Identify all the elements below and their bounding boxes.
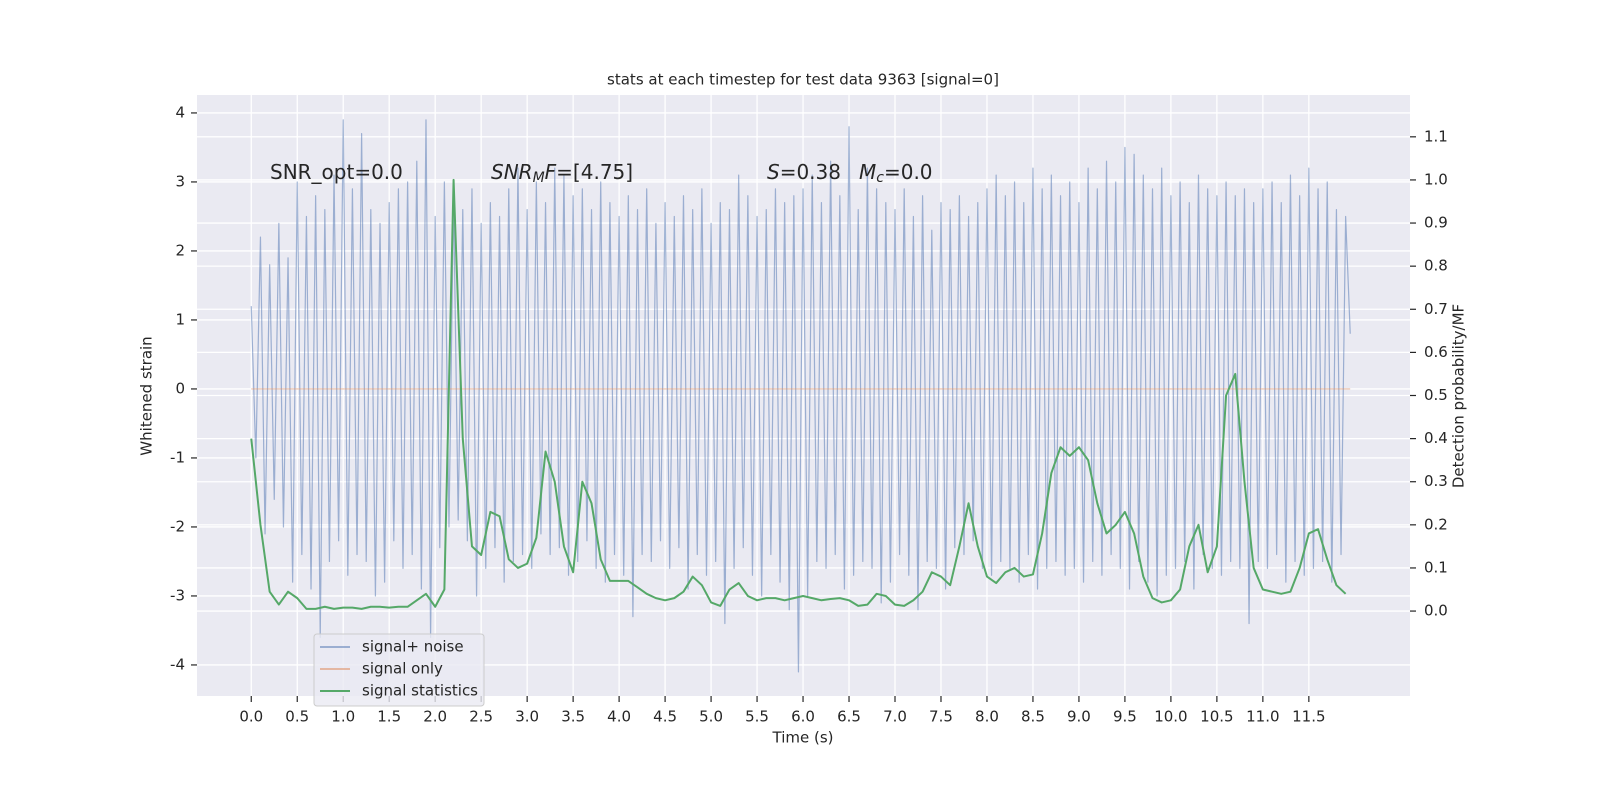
x-tick-label: 1.0: [331, 708, 355, 726]
y-tick-label: -3: [170, 586, 185, 604]
y2-tick-label: 0.4: [1424, 429, 1448, 447]
series-line: [250, 178, 1347, 610]
annotation-part: =[4.75]: [556, 160, 633, 184]
x-tick-label: 5.0: [699, 708, 723, 726]
x-tick-label: 0.0: [239, 708, 263, 726]
annotation-part: M: [859, 160, 876, 184]
x-tick-label: 1.5: [377, 708, 401, 726]
annotation: SNR_opt=0.0: [270, 160, 403, 184]
annotation-part: F: [545, 160, 557, 184]
y-tick-label: 1: [175, 310, 185, 328]
x-tick-label: 8.0: [975, 708, 999, 726]
x-tick-label: 3.0: [515, 708, 539, 726]
y2-tick-label: 0.0: [1424, 602, 1448, 620]
annotation-part: M: [533, 170, 545, 186]
series-line: [250, 119, 1351, 673]
annotation-part: =0.0: [884, 160, 933, 184]
x-tick-label: 11.0: [1246, 708, 1279, 726]
x-tick-label: 7.0: [883, 708, 907, 726]
y2-tick-label: 0.3: [1424, 472, 1448, 490]
x-tick-label: 11.5: [1292, 708, 1325, 726]
y-tick-label: -2: [170, 517, 185, 535]
y2-tick-label: 1.1: [1424, 127, 1448, 145]
y2-tick-label: 0.2: [1424, 515, 1448, 533]
x-tick-label: 6.0: [791, 708, 815, 726]
x-tick-label: 7.5: [929, 708, 953, 726]
marks: [250, 119, 1351, 673]
annotation: S=0.38: [767, 160, 841, 184]
x-tick-label: 10.0: [1154, 708, 1187, 726]
annotation-part: =0.38: [780, 160, 841, 184]
annotation-part: SNR_opt=0.0: [270, 160, 403, 184]
legend-frame: [313, 633, 485, 707]
y2-tick-label: 1.0: [1424, 170, 1448, 188]
y-tick-label: 2: [175, 241, 185, 259]
y2-tick-label: 0.7: [1424, 300, 1448, 318]
x-tick-label: 9.5: [1113, 708, 1137, 726]
y2-tick-label: 0.6: [1424, 343, 1448, 361]
y-tick-label: 0: [175, 379, 185, 397]
x-tick-label: 2.0: [423, 708, 447, 726]
y2-tick-label: 0.8: [1424, 257, 1448, 275]
x-tick-label: 8.5: [1021, 708, 1045, 726]
x-axis-label: Time (s): [772, 729, 834, 747]
legend-label: signal+ noise: [362, 638, 464, 656]
annotation: Mc=0.0: [859, 160, 933, 187]
annotation-part: c: [876, 170, 884, 186]
x-tick-label: 0.5: [285, 708, 309, 726]
x-tick-label: 9.0: [1067, 708, 1091, 726]
legend-label: signal only: [362, 660, 443, 678]
y-tick-label: 3: [175, 172, 185, 190]
y2-tick-label: 0.9: [1424, 214, 1448, 232]
annotation: SNRMF=[4.75]: [491, 160, 633, 187]
x-tick-label: 3.5: [561, 708, 585, 726]
x-tick-label: 4.0: [607, 708, 631, 726]
legend-label: signal statistics: [362, 682, 478, 700]
axes: 0.0 0.5 1.0 1.5 2.0 2.5 3.0 3.5 4.0 4.5 5.0 5.5 6.0 6…: [170, 103, 1448, 725]
x-tick-label: 6.5: [837, 708, 861, 726]
annotation-part: SNR: [491, 160, 533, 184]
chart-title: stats at each timestep for test data 936…: [607, 71, 999, 89]
x-tick-label: 4.5: [653, 708, 677, 726]
y-axis-label: Whitened strain: [138, 336, 156, 455]
x-tick-label: 2.5: [469, 708, 493, 726]
x-tick-label: 10.5: [1200, 708, 1233, 726]
y-tick-label: -4: [170, 655, 185, 673]
y-tick-label: 4: [175, 103, 185, 121]
legend: signal+ noise signal only signal statistic…: [313, 633, 485, 707]
y2-tick-label: 0.1: [1424, 558, 1448, 576]
y2-tick-label: 0.5: [1424, 386, 1448, 404]
annotation-part: S: [767, 160, 780, 184]
y-tick-label: -1: [170, 448, 185, 466]
x-tick-label: 5.5: [745, 708, 769, 726]
y2-axis-label: Detection probability/MF: [1450, 304, 1468, 488]
